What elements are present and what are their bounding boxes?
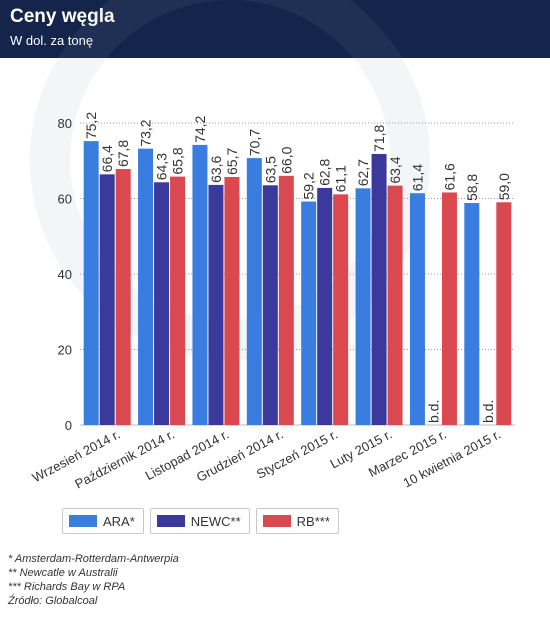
bar-rb xyxy=(170,176,186,425)
bar-newc xyxy=(317,187,333,425)
bar-ara xyxy=(138,148,154,426)
data-label: 66,0 xyxy=(278,146,294,173)
data-label: 62,8 xyxy=(317,158,333,185)
bar-ara xyxy=(246,158,262,426)
y-tick-label: 0 xyxy=(65,418,72,433)
bar-newc xyxy=(208,184,224,425)
legend-label-ara: ARA* xyxy=(103,513,135,529)
footnote-ara: * Amsterdam-Rotterdam-Antwerpia xyxy=(8,553,179,565)
data-label: 70,7 xyxy=(246,129,262,156)
data-label: 63,5 xyxy=(262,156,278,183)
footnotes: * Amsterdam-Rotterdam-Antwerpia ** Newca… xyxy=(8,552,179,608)
data-label: 61,1 xyxy=(333,165,349,192)
legend: ARA* NEWC** RB*** xyxy=(62,508,339,534)
data-label: 61,6 xyxy=(441,163,457,190)
data-label: 64,3 xyxy=(154,153,170,180)
legend-item-rb[interactable]: RB*** xyxy=(255,508,339,534)
legend-label-newc: NEWC** xyxy=(190,513,241,529)
y-tick-label: 60 xyxy=(58,192,72,207)
y-tick-label: 40 xyxy=(58,267,72,282)
data-label: 73,2 xyxy=(138,119,154,146)
bar-rb xyxy=(224,176,240,425)
data-label: 75,2 xyxy=(83,112,99,139)
bar-rb xyxy=(278,175,294,425)
legend-swatch-ara xyxy=(69,515,97,527)
y-tick-label: 20 xyxy=(58,343,72,358)
footnote-rb: *** Richards Bay w RPA xyxy=(8,581,126,593)
bar-newc xyxy=(262,185,278,425)
legend-swatch-rb xyxy=(262,515,291,527)
data-label: 71,8 xyxy=(371,124,387,151)
bar-ara xyxy=(301,201,317,425)
data-label: 61,4 xyxy=(409,164,425,191)
data-label: 65,7 xyxy=(224,148,240,175)
bar-rb xyxy=(333,194,349,425)
data-label: 63,4 xyxy=(387,156,403,183)
bar-newc xyxy=(371,153,387,425)
bar-ara xyxy=(192,144,208,425)
y-tick-label: 80 xyxy=(58,116,72,131)
data-label: b.d. xyxy=(480,400,496,423)
footnote-newc: ** Newcatle w Australii xyxy=(8,567,118,579)
bar-ara xyxy=(83,141,99,425)
data-label: 59,2 xyxy=(301,172,317,199)
legend-item-ara[interactable]: ARA* xyxy=(62,508,144,534)
bar-newc xyxy=(99,174,115,425)
bar-rb xyxy=(496,202,512,425)
x-tick-label: 10 kwietnia 2015 r. xyxy=(400,426,503,490)
legend-label-rb: RB*** xyxy=(296,513,330,529)
data-label: 66,4 xyxy=(99,145,115,172)
footnote-source: Źródło: Globalcoal xyxy=(8,595,98,607)
legend-item-newc[interactable]: NEWC** xyxy=(149,508,250,534)
bar-ara xyxy=(464,203,480,425)
bar-ara xyxy=(355,188,371,425)
bar-rb xyxy=(441,192,457,425)
data-label: 63,6 xyxy=(208,155,224,182)
data-label: 65,8 xyxy=(170,147,186,174)
bar-rb xyxy=(387,185,403,425)
data-label: 74,2 xyxy=(192,115,208,142)
data-label: 67,8 xyxy=(115,140,131,167)
data-label: 62,7 xyxy=(355,159,371,186)
legend-swatch-newc xyxy=(156,515,185,527)
data-label: 59,0 xyxy=(496,173,512,200)
bar-newc xyxy=(154,182,170,425)
data-label: b.d. xyxy=(425,400,441,423)
bar-ara xyxy=(409,193,425,425)
bar-rb xyxy=(115,169,131,425)
data-label: 58,8 xyxy=(464,174,480,201)
